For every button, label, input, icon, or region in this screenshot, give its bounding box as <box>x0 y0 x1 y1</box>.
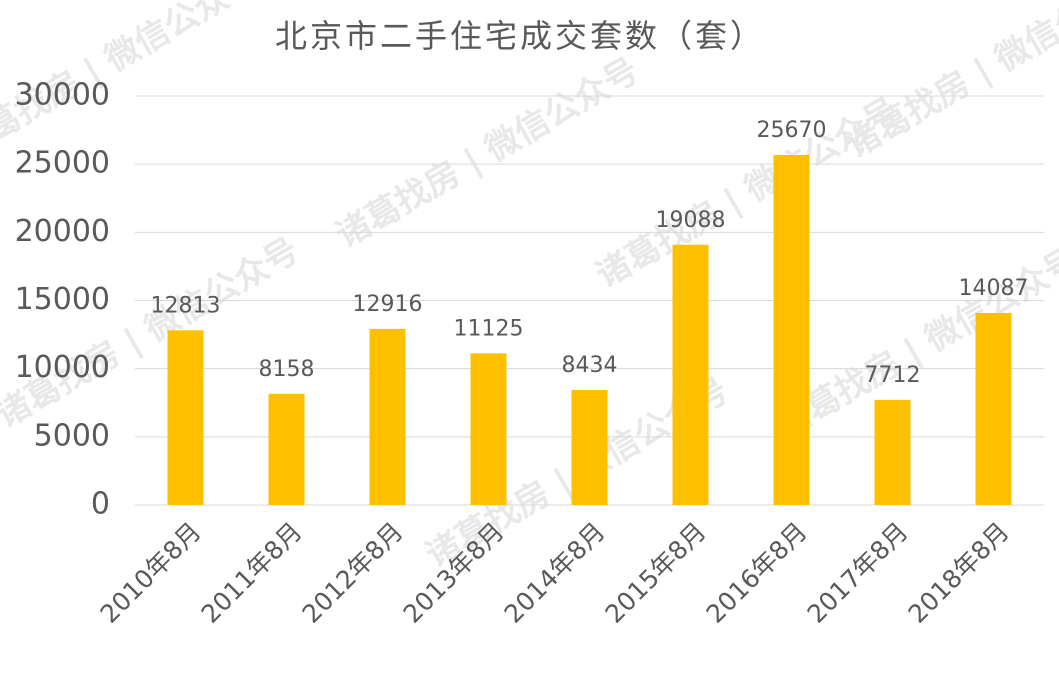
bar <box>571 390 608 505</box>
x-tick-label: 2010年8月 <box>95 517 207 629</box>
x-tick-label: 2017年8月 <box>802 517 914 629</box>
x-tick-label: 2014年8月 <box>499 517 611 629</box>
data-label: 19088 <box>656 208 726 233</box>
bar <box>470 353 507 505</box>
watermark: 诸葛找房 | 微信公众号 <box>329 50 645 256</box>
y-tick-label: 15000 <box>15 282 110 317</box>
data-label: 14087 <box>959 276 1029 301</box>
watermark: 诸葛找房 | 微信公众号 <box>0 230 306 436</box>
x-tick-label: 2016年8月 <box>701 517 813 629</box>
x-tick-label: 2012年8月 <box>297 517 409 629</box>
data-label: 11125 <box>454 316 524 341</box>
x-tick-label: 2011年8月 <box>196 517 308 629</box>
y-tick-label: 25000 <box>15 146 110 181</box>
data-label: 8158 <box>259 357 315 382</box>
bar <box>773 155 810 505</box>
y-tick-label: 20000 <box>15 214 110 249</box>
y-tick-label: 10000 <box>15 350 110 385</box>
bar <box>975 312 1012 505</box>
bar <box>268 393 305 505</box>
x-tick-label: 2018年8月 <box>903 517 1015 629</box>
chart-title: 北京市二手住宅成交套数（套） <box>275 17 765 55</box>
watermark: 诸葛找房 | 微信公众号 <box>769 240 1059 446</box>
bar <box>167 330 204 505</box>
data-label: 25670 <box>757 118 827 143</box>
data-label: 12916 <box>353 292 423 317</box>
data-label: 8434 <box>562 353 618 378</box>
watermark: 诸葛找房 | 微信公众号 <box>839 0 1059 166</box>
bar <box>672 244 709 505</box>
bar <box>369 328 406 505</box>
data-label: 12813 <box>151 293 221 318</box>
y-tick-label: 0 <box>91 487 110 522</box>
y-tick-label: 5000 <box>34 418 110 453</box>
bar <box>874 399 911 505</box>
data-label: 7712 <box>865 363 921 388</box>
y-tick-label: 30000 <box>15 78 110 113</box>
x-tick-label: 2015年8月 <box>600 517 712 629</box>
